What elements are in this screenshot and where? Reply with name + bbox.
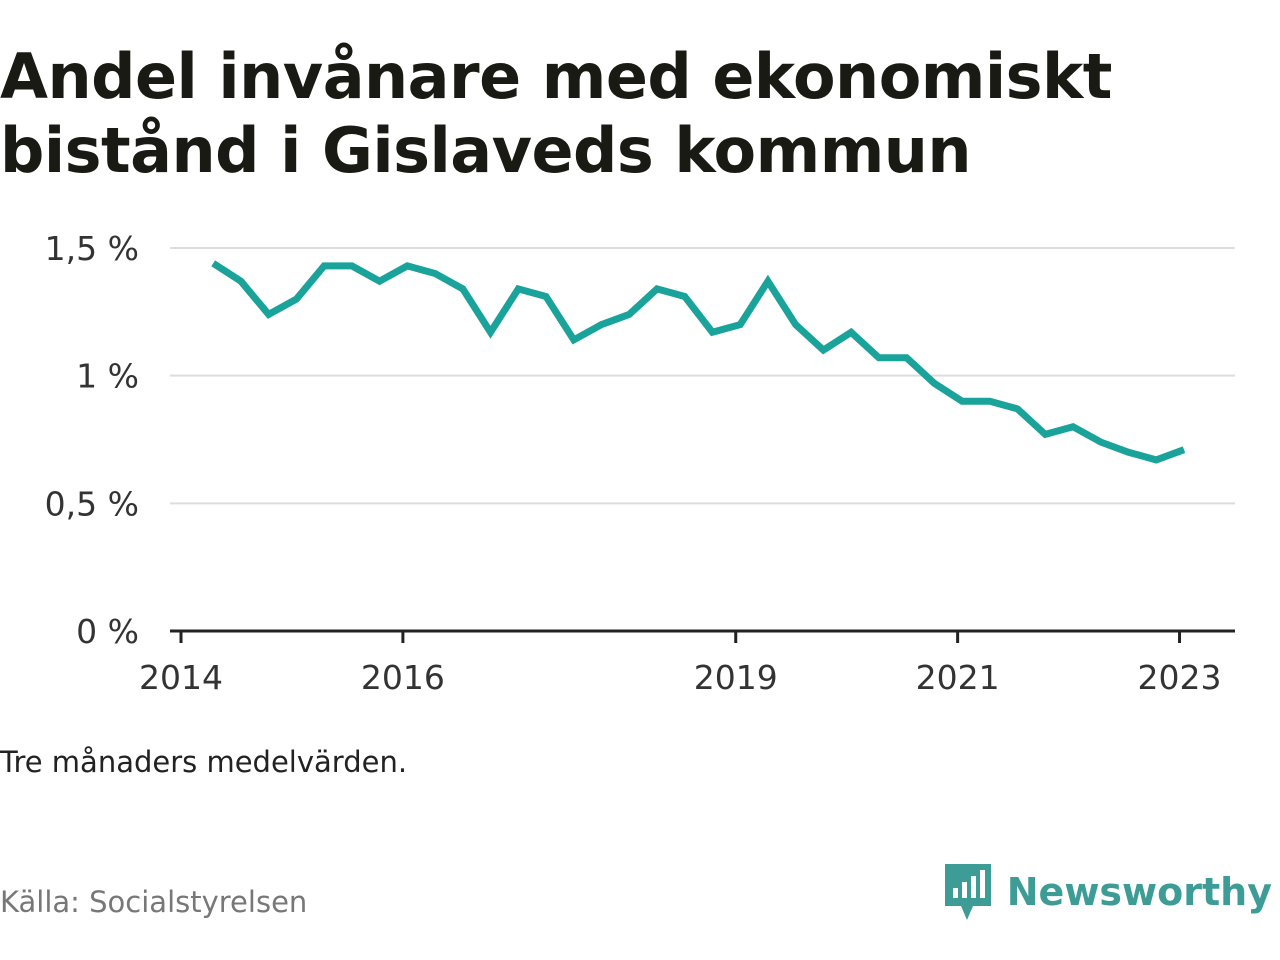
series-lines [211,260,1186,464]
brand-name: Newsworthy [1006,870,1272,914]
series-line [211,260,1186,464]
y-axis-ticks: 0 % 0,5 % 1 % 1,5 % [45,229,139,651]
x-tick-label: 2014 [139,658,223,697]
x-tick-label: 2021 [916,658,1000,697]
x-tick-label: 2016 [361,658,445,697]
newsworthy-logo-icon [944,864,991,920]
y-tick-label: 1,5 % [45,229,139,268]
line-chart: 0 % 0,5 % 1 % 1,5 % 2014 2016 2019 2021 2023 [45,229,1235,697]
gridlines [170,247,1235,505]
x-axis: 2014 2016 2019 2021 2023 [139,629,1235,697]
chart-title: Andel invånare med ekonomiskt bistånd i … [0,40,1112,187]
source-label: Källa: Socialstyrelsen [0,885,308,919]
x-tick-label: 2019 [694,658,778,697]
y-tick-label: 0 % [76,612,139,651]
chart-note: Tre månaders medelvärden. [0,745,408,779]
y-tick-label: 0,5 % [45,484,139,523]
brand-logo: Newsworthy [943,862,1272,922]
x-tick-label: 2023 [1138,658,1222,697]
y-tick-label: 1 % [76,357,139,396]
